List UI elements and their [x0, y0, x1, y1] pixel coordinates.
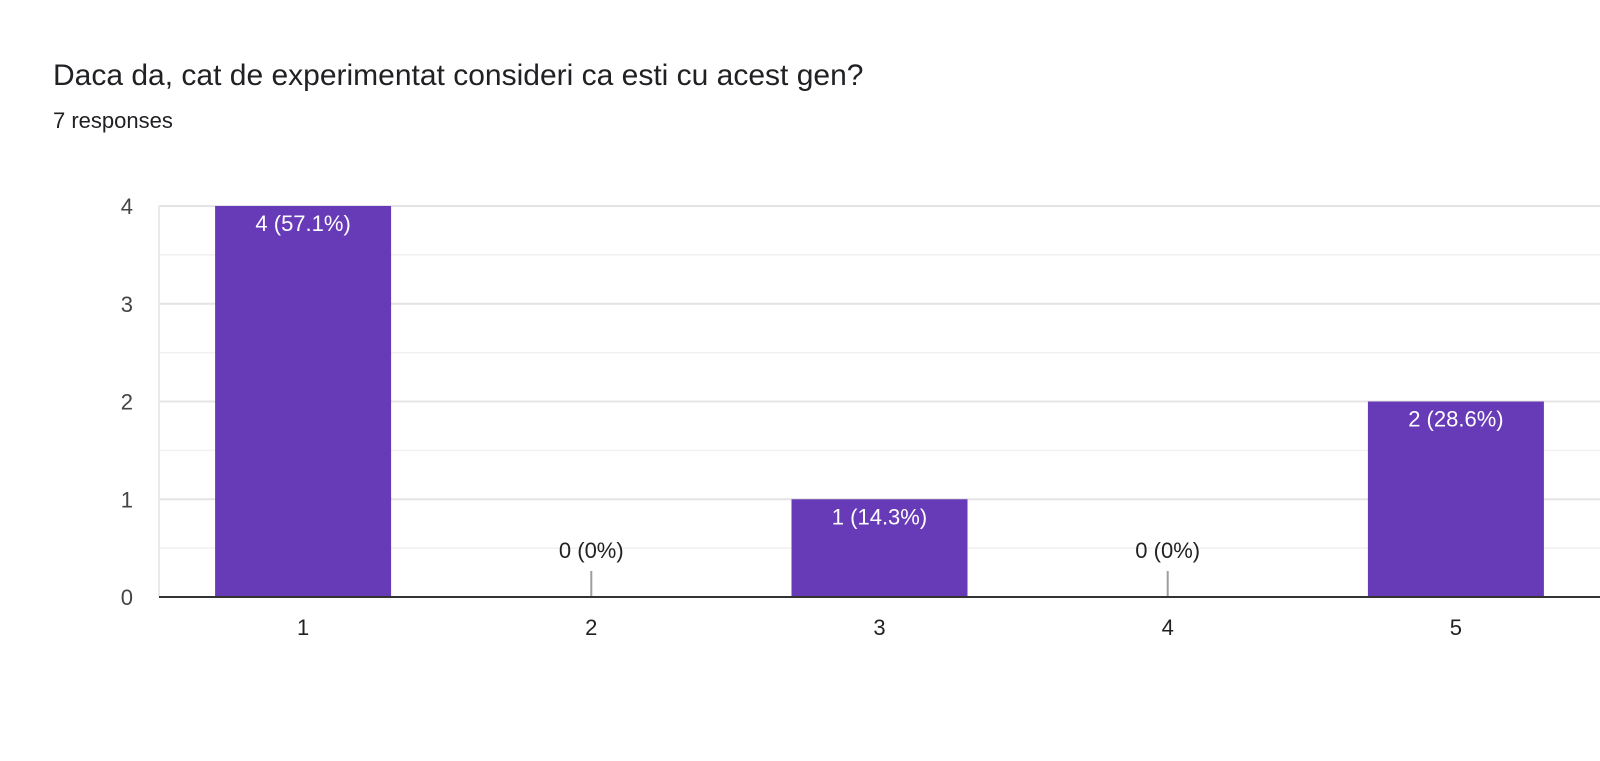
data-label-4: 0 (0%) [1135, 538, 1200, 563]
bar-3[interactable] [791, 499, 968, 597]
chart-gridlines [158, 205, 1600, 597]
data-label-2: 0 (0%) [559, 538, 624, 563]
chart-labels: 4 (57.1%) 1 0 (0%) 2 1 (14.3%) 3 0 (0%) 4 2 (28.… [121, 194, 1504, 640]
y-tick-label-2: 2 [121, 390, 133, 415]
bar-1[interactable] [215, 206, 392, 597]
x-tick-label-2: 2 [585, 615, 597, 640]
x-tick-label-3: 3 [873, 615, 885, 640]
response-count: 7 responses [53, 108, 173, 133]
y-tick-label-0: 0 [121, 585, 133, 610]
chart-bars [215, 206, 1544, 597]
y-tick-label-1: 1 [121, 487, 133, 512]
data-label-3: 1 (14.3%) [832, 504, 927, 529]
data-label-5: 2 (28.6%) [1408, 407, 1503, 432]
y-tick-label-4: 4 [121, 194, 133, 219]
data-label-1: 4 (57.1%) [255, 211, 350, 236]
bar-5[interactable] [1367, 401, 1544, 598]
x-tick-label-5: 5 [1450, 615, 1462, 640]
x-tick-label-1: 1 [297, 615, 309, 640]
x-tick-label-4: 4 [1162, 615, 1174, 640]
question-title: Daca da, cat de experimentat consideri c… [53, 59, 864, 92]
y-tick-label-3: 3 [121, 292, 133, 317]
